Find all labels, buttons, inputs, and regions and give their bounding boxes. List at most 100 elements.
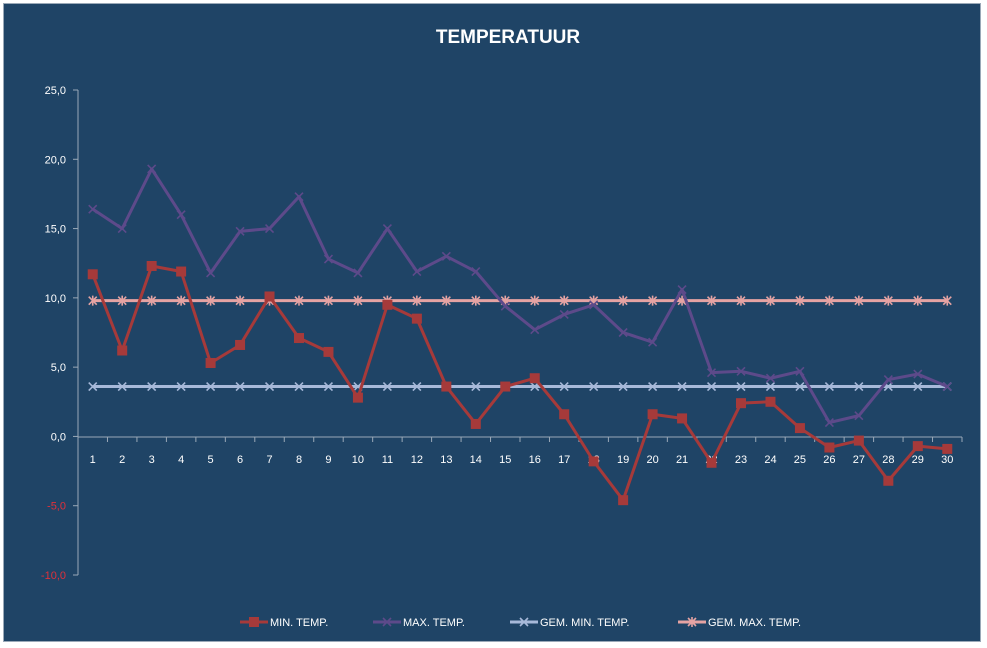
chart-title: TEMPERATUUR (436, 27, 581, 48)
data-point (795, 295, 805, 306)
data-point (235, 381, 245, 392)
data-point (765, 373, 776, 383)
data-point (648, 295, 658, 306)
data-point (294, 381, 304, 392)
x-tick-label: 25 (794, 454, 806, 466)
data-point (589, 300, 599, 310)
data-point (530, 325, 540, 335)
x-tick-label: 19 (617, 454, 629, 466)
data-point (117, 295, 127, 306)
legend-item: GEM. MAX. TEMP. (678, 617, 801, 629)
data-point (206, 381, 216, 392)
data-point (854, 411, 864, 421)
legend-swatch-marker (249, 617, 259, 627)
data-point (765, 396, 776, 407)
data-point (677, 284, 687, 295)
data-point (559, 295, 569, 306)
x-tick-label: 16 (529, 454, 541, 466)
data-point (382, 224, 392, 234)
series-line (91, 167, 948, 425)
data-point (323, 381, 334, 392)
data-point (529, 373, 540, 384)
data-point (147, 164, 157, 174)
data-point (323, 295, 334, 306)
data-point (647, 409, 658, 420)
data-point (235, 226, 245, 236)
data-point (736, 398, 746, 409)
data-point (559, 381, 569, 392)
data-point (206, 295, 216, 306)
data-point (294, 295, 304, 306)
data-point (441, 381, 452, 392)
y-tick-label: 15,0 (45, 224, 66, 236)
data-point (441, 295, 451, 306)
data-point (441, 251, 451, 261)
data-point (323, 346, 334, 357)
data-point (206, 268, 216, 278)
data-point (883, 375, 893, 385)
legend-swatch-marker (382, 617, 392, 627)
data-point (176, 381, 186, 392)
x-tick-label: 2 (119, 454, 125, 466)
data-point (648, 337, 658, 347)
x-tick-label: 4 (178, 454, 184, 466)
data-point (618, 295, 628, 306)
data-point (588, 456, 599, 467)
x-tick-label: 15 (499, 454, 511, 466)
series-1 (88, 164, 952, 428)
data-point (235, 295, 245, 306)
data-point (913, 381, 923, 392)
data-point (471, 381, 481, 392)
x-tick-label: 13 (440, 454, 452, 466)
x-tick-label: 23 (735, 454, 747, 466)
data-point (618, 327, 628, 338)
data-point (264, 291, 275, 302)
data-point (117, 224, 127, 234)
data-point (913, 295, 923, 306)
data-point (824, 442, 835, 453)
data-point (942, 381, 952, 392)
data-point (264, 224, 275, 234)
data-point (146, 260, 157, 271)
series-3 (88, 295, 952, 306)
data-point (147, 295, 157, 306)
legend-swatch-marker (519, 617, 529, 627)
legend-label: GEM. MIN. TEMP. (540, 617, 629, 629)
data-point (353, 295, 363, 306)
data-point (471, 266, 481, 277)
x-tick-label: 20 (646, 454, 658, 466)
data-point (795, 381, 805, 392)
data-point (559, 309, 569, 320)
chart-frame (3, 3, 981, 642)
data-point (824, 418, 834, 428)
data-point (294, 333, 304, 344)
y-tick-label: 5,0 (51, 362, 66, 374)
data-point (117, 345, 128, 356)
data-point (176, 210, 186, 220)
data-point (471, 295, 481, 306)
data-point (559, 409, 570, 420)
data-point (736, 366, 746, 376)
data-point (294, 192, 304, 202)
x-tick-label: 27 (853, 454, 865, 466)
data-point (147, 381, 157, 392)
legend-item: GEM. MIN. TEMP. (510, 617, 629, 629)
data-point (942, 295, 952, 306)
data-point (765, 295, 776, 306)
data-point (264, 381, 275, 392)
y-tick-label: 25,0 (45, 85, 66, 97)
data-point (412, 295, 422, 306)
data-point (854, 381, 864, 392)
legend-item: MAX. TEMP. (373, 617, 465, 629)
data-point (765, 381, 776, 392)
x-tick-label: 9 (325, 454, 331, 466)
data-point (176, 266, 187, 277)
y-tick-label: 20,0 (45, 154, 66, 166)
x-tick-label: 30 (941, 454, 953, 466)
data-point (795, 366, 805, 376)
x-tick-label: 10 (352, 454, 364, 466)
x-tick-label: 6 (237, 454, 243, 466)
data-point (117, 381, 127, 392)
legend-swatch-marker (687, 617, 697, 627)
